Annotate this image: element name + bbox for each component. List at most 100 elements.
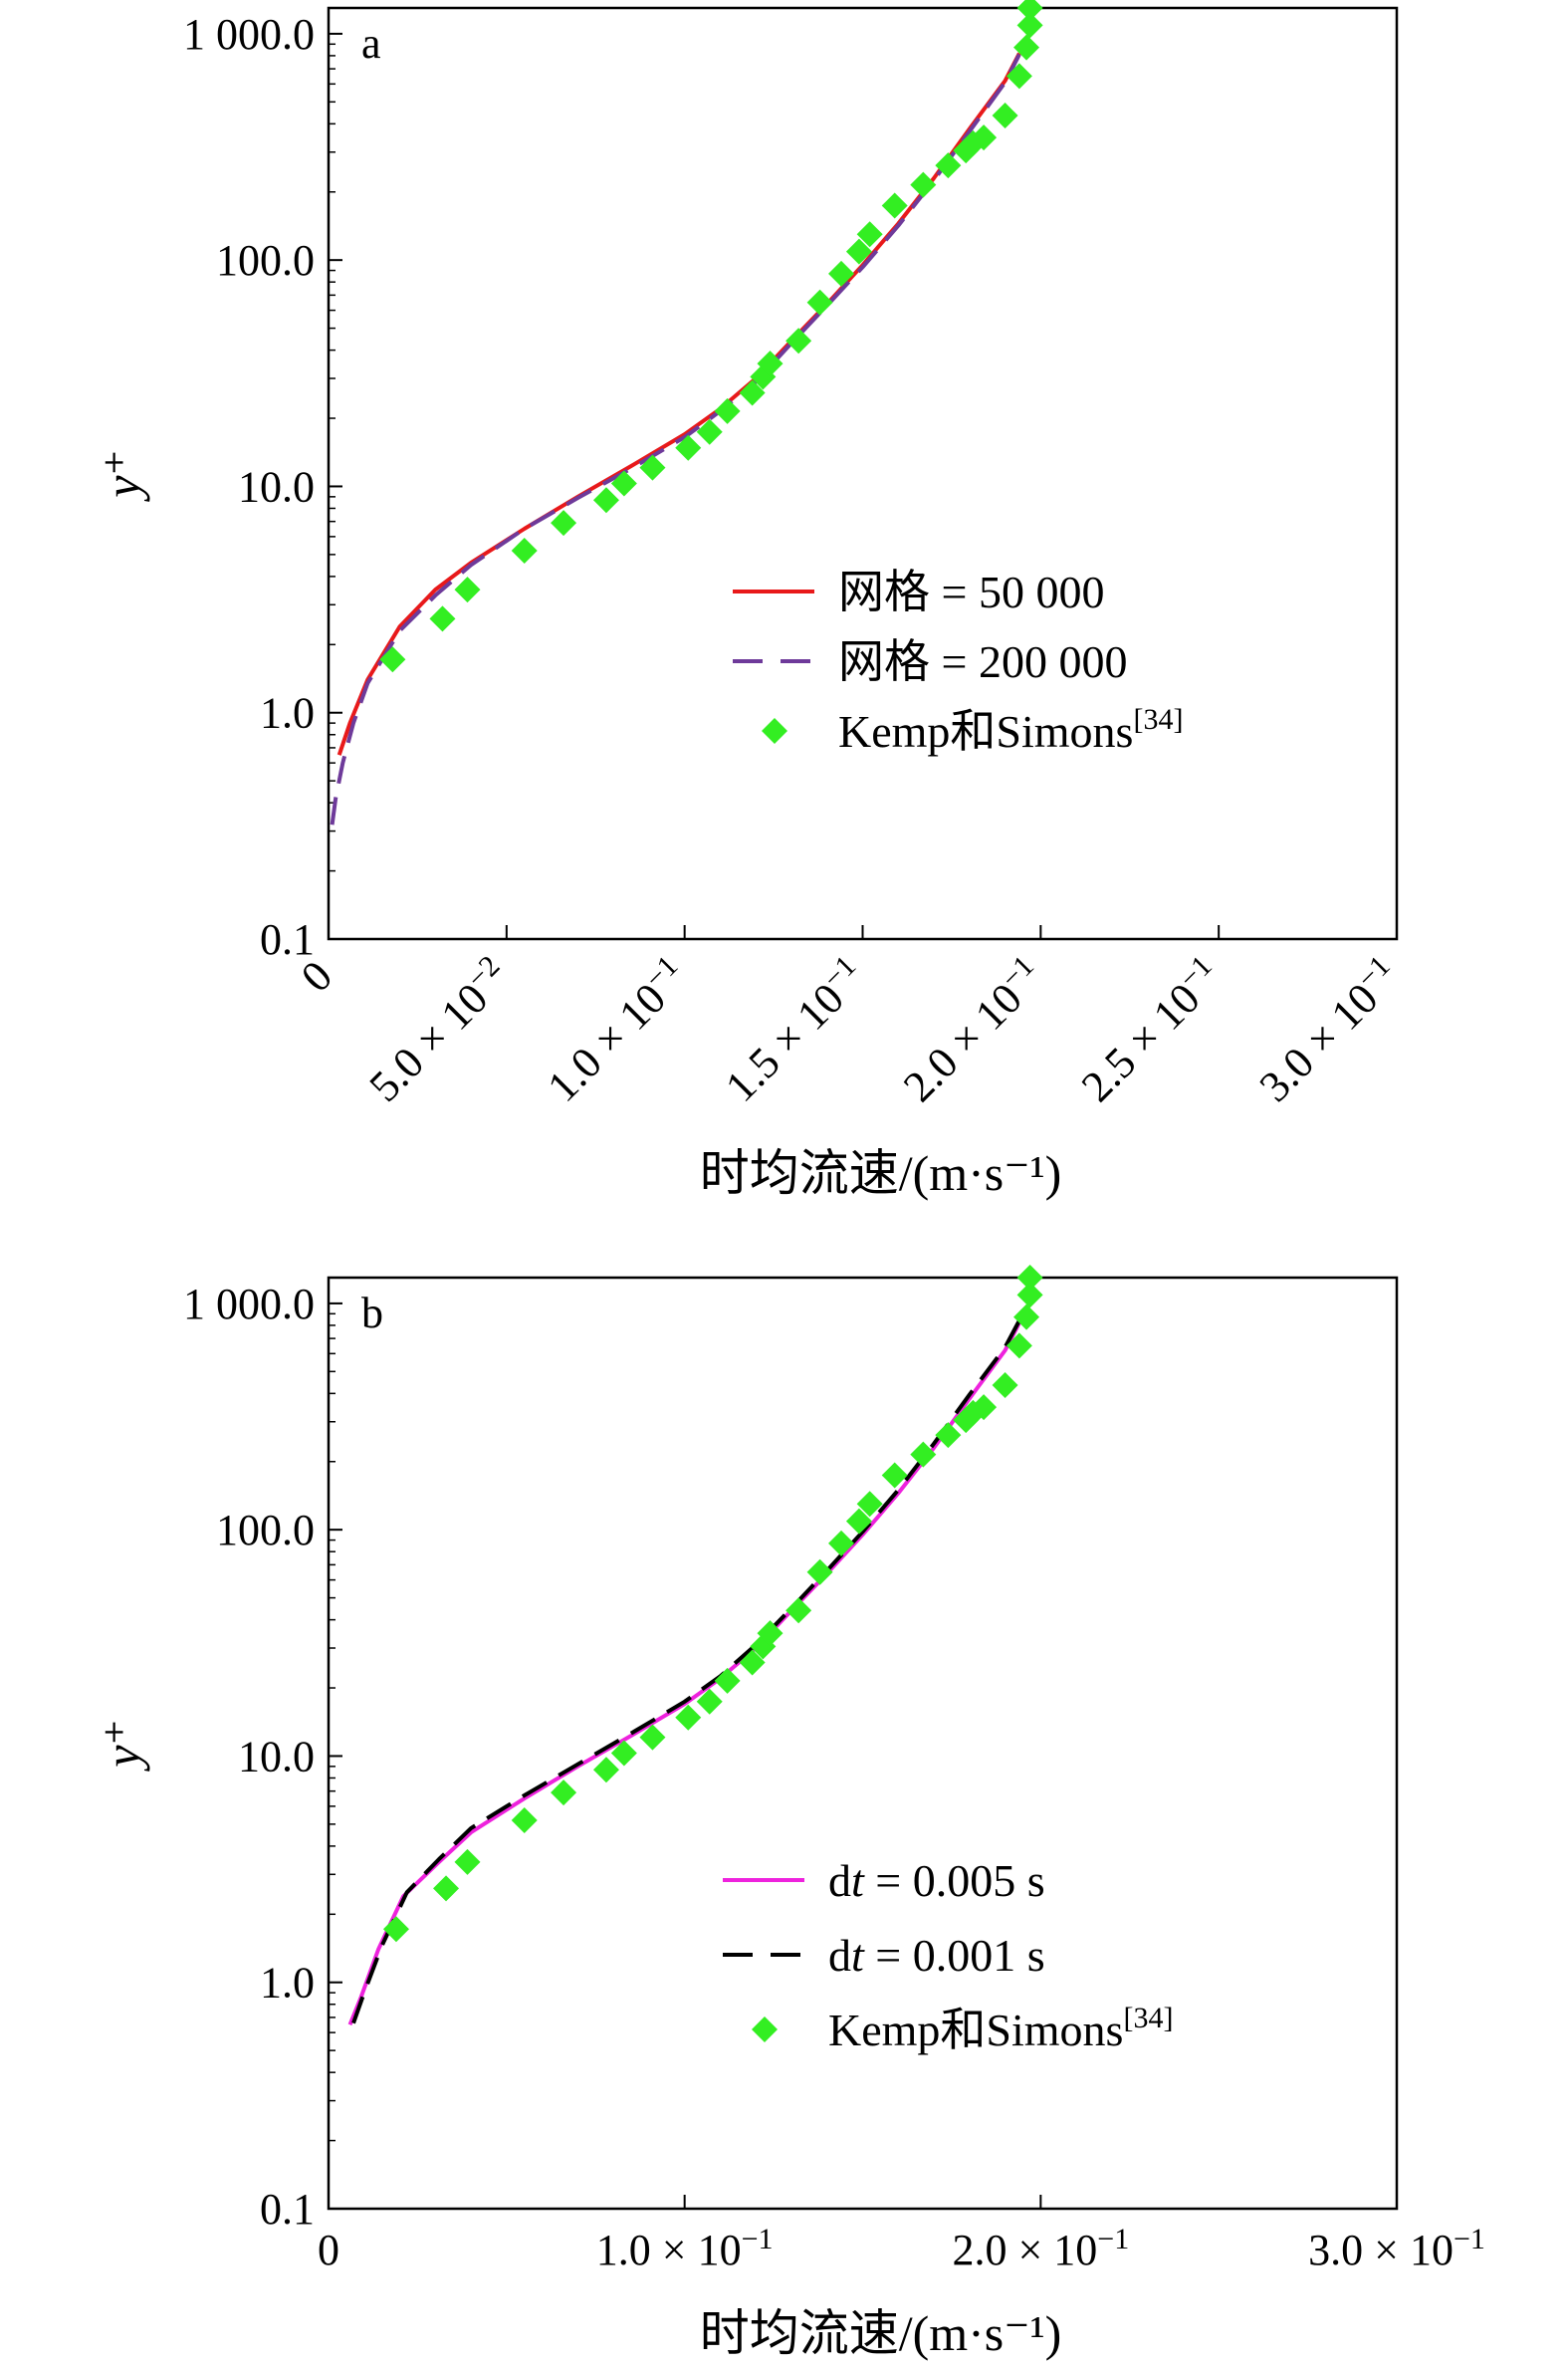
legend-label: dt = 0.005 s [828,1855,1045,1906]
data-point [881,192,908,219]
data-point [910,171,937,198]
series-line [330,53,1021,826]
data-point [845,238,872,265]
x-tick-label: 1.0 × 10−1 [536,949,697,1110]
series-line [347,1321,1021,2025]
legend-item: 网格 = 50 000 [733,567,1104,617]
plot-frame [327,6,1399,941]
legend-item: Kemp和Simons[34] [762,703,1183,757]
data-point [935,1422,962,1449]
data-point [992,1372,1018,1399]
chart-panel-a: 0.1 1.0 10.0 100.0 1 000.0 0 5.0 × 10−21.0 × 1… [95,0,1399,1201]
data-point [511,537,538,564]
legend-marker [762,718,787,744]
y-tick-label: 100.0 [216,236,315,285]
data-point [757,1620,784,1647]
data-point [1016,0,1043,21]
panel-label: a [361,19,381,68]
legend-label: Kemp和Simons[34] [828,2002,1173,2055]
y-axis-title: y⁺ [95,1719,150,1773]
series-2 [379,0,1043,673]
data-point [757,351,784,377]
data-point [675,1704,702,1731]
data-point [881,1462,908,1489]
x-axis-title: 时均流速/(m·s⁻¹) [700,2305,1062,2361]
legend-label: dt = 0.001 s [828,1930,1045,1981]
series-1 [351,1319,1021,2024]
legend: dt = 0.005 s dt = 0.001 s Kemp和Simons[34] [723,1855,1173,2055]
legend-label: 网格 = 200 000 [838,636,1127,687]
data-point [971,1394,998,1421]
data-point [433,1875,460,1902]
data-point [454,577,481,603]
legend-marker [752,2016,778,2042]
data-point [806,1558,833,1585]
data-point [454,1848,481,1875]
x-tick-label: 0 [292,951,341,1001]
data-point [714,397,741,424]
series-0 [347,1321,1021,2025]
x-tick-label: 1.0 × 10−1 [596,2223,774,2274]
data-point [511,1806,538,1833]
y-axis: 0.1 1.0 10.0 100.0 1 000.0 [183,1280,342,2234]
data-point [806,289,833,316]
legend-item: Kemp和Simons[34] [752,2002,1173,2055]
data-point [675,434,702,461]
data-point [610,1740,637,1767]
x-tick-label: 0 [318,2226,339,2274]
data-point [1013,1304,1040,1330]
data-point [935,152,962,179]
series-2 [382,1265,1043,1943]
x-axis: 0 1.0 × 10−1 2.0 × 10−1 3.0 × 10−1 [318,2195,1485,2274]
x-tick-label: 2.0 × 10−1 [892,949,1053,1110]
y-tick-label: 1 000.0 [183,10,315,59]
data-point [785,1597,812,1624]
data-point [1016,1282,1043,1308]
legend-item: 网格 = 200 000 [733,636,1127,687]
y-tick-label: 1.0 [260,689,315,738]
y-tick-label: 1.0 [260,1959,315,2008]
data-point [379,646,406,673]
legend-label: 网格 = 50 000 [838,567,1104,617]
data-point [639,454,666,481]
x-tick-label: 3.0 × 10−1 [1308,2223,1485,2274]
legend: 网格 = 50 000 网格 = 200 000 Kemp和Simons[34] [733,567,1183,757]
data-point [910,1441,937,1468]
data-point [714,1667,741,1694]
data-point [639,1724,666,1751]
data-point [1006,63,1032,90]
data-point [739,1649,766,1676]
plot-frame [327,1276,1399,2211]
plot-area [330,0,1043,826]
data-point [382,1916,409,1943]
y-tick-label: 0.1 [260,2185,315,2234]
y-axis-title: y⁺ [95,449,150,503]
x-tick-label: 2.5 × 10−1 [1070,949,1232,1110]
data-point [551,1779,577,1806]
y-tick-label: 0.1 [260,915,315,964]
data-point [739,379,766,406]
y-tick-label: 10.0 [238,1732,315,1780]
data-point [785,328,812,355]
y-axis: 0.1 1.0 10.0 100.0 1 000.0 [183,10,342,964]
x-tick-label: 1.5 × 10−1 [714,949,875,1110]
data-point [592,1757,619,1783]
data-point [828,1530,855,1556]
legend-label: Kemp和Simons[34] [838,703,1183,757]
data-point [610,470,637,497]
x-tick-label: 5.0 × 10−2 [357,949,519,1110]
data-point [592,487,619,514]
data-point [551,510,577,537]
x-axis-title: 时均流速/(m·s⁻¹) [700,1145,1062,1201]
plot-area [347,1265,1043,2025]
legend-item: dt = 0.005 s [723,1855,1045,1906]
legend-item: dt = 0.001 s [723,1930,1045,1981]
y-tick-label: 1 000.0 [183,1280,315,1328]
data-point [1016,12,1043,39]
y-tick-label: 100.0 [216,1506,315,1554]
data-point [696,1688,723,1715]
data-point [971,124,998,151]
series-1 [330,53,1021,826]
x-tick-label: 2.0 × 10−1 [952,2223,1129,2274]
data-point [845,1508,872,1535]
